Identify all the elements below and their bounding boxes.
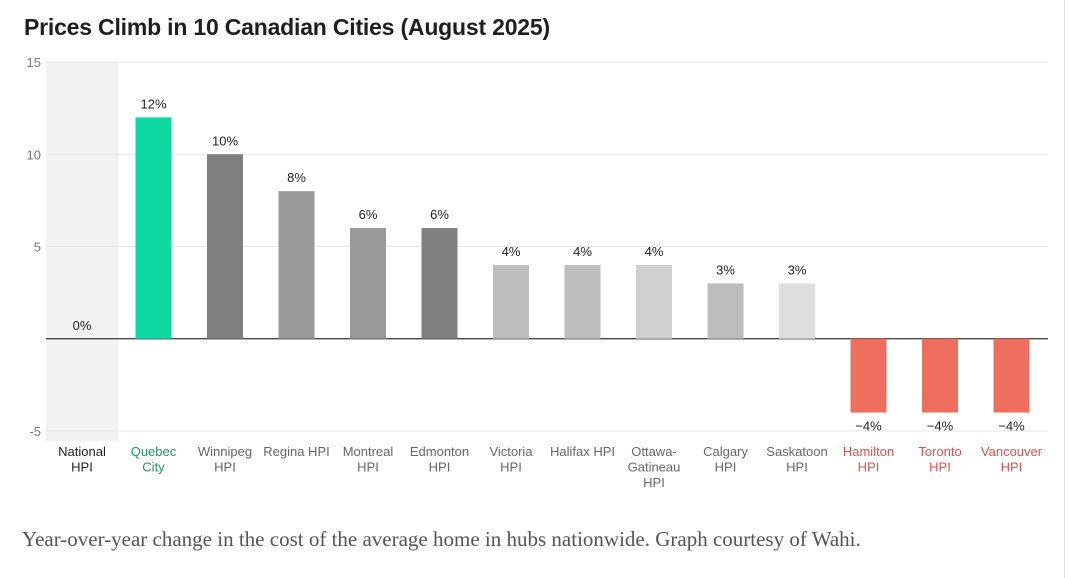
y-tick-label: 15 xyxy=(27,55,41,70)
value-label: 6% xyxy=(359,207,378,222)
bar xyxy=(278,191,315,339)
category-label: Victoria xyxy=(489,444,533,459)
value-label: 6% xyxy=(430,207,449,222)
bar xyxy=(135,117,172,339)
category-label: HPI xyxy=(929,460,951,475)
bar xyxy=(493,264,529,339)
bar xyxy=(850,338,887,413)
value-label: −4% xyxy=(927,419,954,434)
bars xyxy=(135,117,1030,413)
category-label: HPI xyxy=(429,460,451,475)
category-label: Edmonton xyxy=(410,444,469,459)
category-label: National xyxy=(58,444,106,459)
category-label: Quebec xyxy=(131,444,177,459)
bar xyxy=(421,228,458,339)
category-label: Gatineau xyxy=(628,460,681,475)
category-label: Hamilton xyxy=(843,444,894,459)
value-label: 0% xyxy=(73,318,92,333)
y-tick-label: -5 xyxy=(29,424,41,439)
value-label: 3% xyxy=(788,262,807,277)
bar xyxy=(707,283,744,339)
chart-title: Prices Climb in 10 Canadian Cities (Augu… xyxy=(24,14,550,40)
y-axis: 15 10 5 -5 xyxy=(27,55,41,439)
value-label: 8% xyxy=(287,170,306,185)
bar-chart: 15 10 5 -5 0% 12% 10% 8% 6% 6% 4% 4% 4% 3% 3% −4% −4% −4… xyxy=(27,55,1048,490)
category-label: Vancouver xyxy=(981,444,1043,459)
category-label: HPI xyxy=(500,460,522,475)
highlight-band xyxy=(46,62,118,441)
category-label: HPI xyxy=(858,460,880,475)
chart-caption: Year-over-year change in the cost of the… xyxy=(22,527,861,551)
value-labels: 0% 12% 10% 8% 6% 6% 4% 4% 4% 3% 3% −4% −4% −4% xyxy=(73,96,1026,433)
category-label: HPI xyxy=(786,460,808,475)
bar xyxy=(636,264,672,339)
value-label: −4% xyxy=(998,419,1025,434)
bar xyxy=(350,228,386,339)
category-label: HPI xyxy=(71,460,93,475)
bar xyxy=(207,154,243,339)
category-label: Winnipeg xyxy=(198,444,252,459)
category-label: HPI xyxy=(357,460,379,475)
value-label: 4% xyxy=(573,244,592,259)
bar xyxy=(779,283,815,339)
category-label: HPI xyxy=(1001,460,1023,475)
gridlines xyxy=(46,61,1048,441)
y-tick-label: 5 xyxy=(34,240,41,255)
category-label: City xyxy=(142,460,165,475)
category-label: Regina HPI xyxy=(263,444,329,459)
category-label: Ottawa- xyxy=(631,444,677,459)
category-label: Calgary xyxy=(703,444,748,459)
category-label: Saskatoon xyxy=(766,444,827,459)
bar xyxy=(564,264,601,339)
category-label: Halifax HPI xyxy=(550,444,615,459)
value-label: 12% xyxy=(140,96,166,111)
frame-border xyxy=(1064,0,1065,578)
bar xyxy=(922,338,958,413)
bar xyxy=(993,338,1030,413)
value-label: 10% xyxy=(212,133,238,148)
value-label: 4% xyxy=(645,244,664,259)
category-label: HPI xyxy=(214,460,236,475)
category-label: HPI xyxy=(643,475,665,490)
value-label: 3% xyxy=(716,262,735,277)
category-label: HPI xyxy=(715,460,737,475)
category-label: Toronto xyxy=(918,444,961,459)
value-label: −4% xyxy=(855,419,882,434)
category-label: Montreal xyxy=(343,444,394,459)
value-label: 4% xyxy=(502,244,521,259)
y-tick-label: 10 xyxy=(27,147,41,162)
